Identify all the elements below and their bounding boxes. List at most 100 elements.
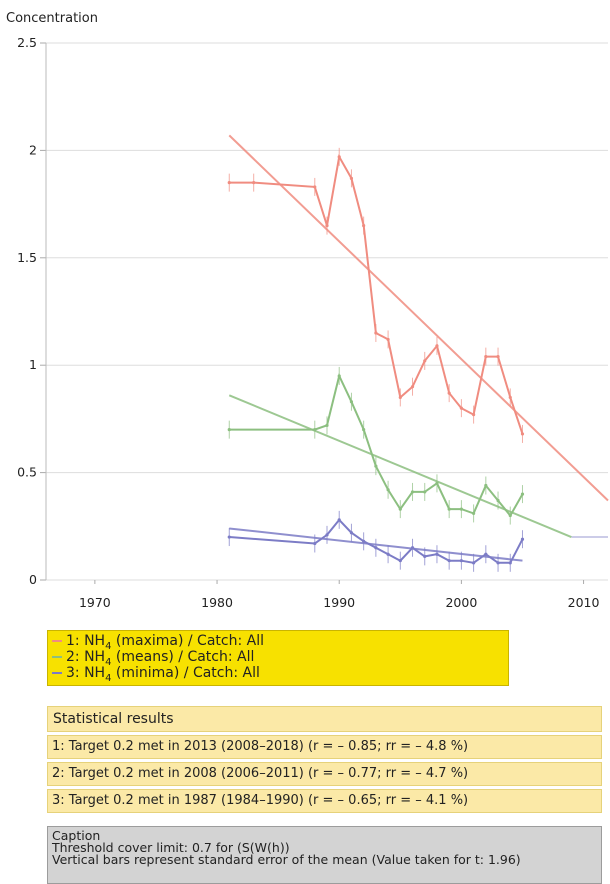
data-point bbox=[496, 355, 500, 359]
data-point bbox=[337, 155, 341, 159]
statistical-results-title: Statistical results bbox=[47, 706, 602, 732]
data-point bbox=[313, 541, 317, 546]
data-point bbox=[520, 432, 525, 436]
legend-label-rest: (maxima) / Catch: All bbox=[111, 633, 264, 649]
data-point bbox=[520, 492, 525, 496]
data-point bbox=[423, 359, 427, 363]
data-point bbox=[435, 344, 439, 348]
data-point bbox=[472, 561, 476, 565]
data-point bbox=[349, 176, 354, 180]
data-point bbox=[398, 395, 402, 400]
data-point bbox=[410, 385, 415, 389]
data-point bbox=[227, 535, 231, 539]
stats-row: 1: Target 0.2 met in 2013 (2008–2018) (r… bbox=[47, 735, 602, 759]
legend-item[interactable]: 3: NH4 (minima) / Catch: All bbox=[52, 665, 508, 684]
data-point bbox=[459, 507, 463, 511]
legend-subscript: 4 bbox=[105, 672, 112, 684]
data-point bbox=[252, 181, 256, 185]
y-tick-label: 2 bbox=[29, 142, 37, 157]
data-point bbox=[325, 223, 329, 228]
legend-label: 3: NH bbox=[66, 665, 106, 681]
data-point bbox=[423, 490, 427, 494]
data-point bbox=[484, 552, 488, 556]
trend-line bbox=[228, 134, 609, 502]
legend-subscript: 4 bbox=[105, 656, 112, 668]
data-point bbox=[386, 488, 390, 492]
data-point bbox=[459, 406, 463, 410]
data-point bbox=[447, 391, 451, 395]
data-point bbox=[472, 413, 476, 417]
statistical-results: Statistical results 1: Target 0.2 met in… bbox=[47, 706, 602, 813]
data-point bbox=[520, 537, 525, 541]
caption-line: Vertical bars represent standard error o… bbox=[52, 852, 521, 867]
y-tick-label: 2.5 bbox=[17, 35, 37, 50]
grid-lines bbox=[46, 42, 608, 581]
data-point bbox=[227, 181, 231, 185]
data-point bbox=[496, 561, 500, 565]
caption-title: Caption bbox=[52, 828, 101, 843]
data-point bbox=[386, 337, 390, 342]
data-point bbox=[374, 546, 378, 550]
data-point bbox=[362, 428, 366, 432]
x-tick-label: 2000 bbox=[445, 595, 477, 610]
legend-swatch bbox=[52, 672, 62, 674]
data-point bbox=[337, 518, 341, 522]
legend-item[interactable]: 1: NH4 (maxima) / Catch: All bbox=[52, 633, 508, 652]
data-point bbox=[374, 331, 378, 335]
data-point bbox=[349, 531, 354, 535]
legend-label: 2: NH bbox=[66, 649, 106, 665]
data-point bbox=[410, 546, 415, 550]
data-point bbox=[349, 400, 354, 404]
y-axis-label: Concentration bbox=[6, 11, 98, 26]
legend-label: 1: NH bbox=[66, 633, 106, 649]
y-tick-label: 0.5 bbox=[17, 465, 37, 480]
data-point bbox=[325, 533, 329, 537]
data-point bbox=[325, 423, 329, 427]
caption-box: Caption Threshold cover limit: 0.7 for (… bbox=[47, 826, 602, 884]
chart: 0 0.5 1 1.5 2 2.5 1970 1980 1990 2000 2010 Concent… bbox=[6, 11, 609, 610]
data-point bbox=[435, 481, 439, 485]
x-tick-label: 2010 bbox=[568, 595, 600, 610]
data-point bbox=[313, 428, 317, 432]
legend: 1: NH4 (maxima) / Catch: All 2: NH4 (mea… bbox=[47, 630, 509, 686]
data-point bbox=[484, 355, 488, 359]
legend-swatch bbox=[52, 656, 62, 658]
data-point bbox=[374, 464, 378, 468]
legend-swatch bbox=[52, 640, 62, 642]
data-point bbox=[313, 185, 317, 189]
x-tick-label: 1970 bbox=[79, 595, 111, 610]
tick-labels: 0 0.5 1 1.5 2 2.5 1970 1980 1990 2000 2010 bbox=[17, 35, 599, 610]
data-point bbox=[386, 552, 390, 556]
y-tick-label: 1 bbox=[29, 357, 37, 372]
data-point bbox=[484, 483, 488, 488]
data-point bbox=[496, 498, 500, 503]
data-point bbox=[398, 507, 402, 511]
x-tick-label: 1990 bbox=[323, 595, 355, 610]
data-point bbox=[362, 223, 366, 228]
trend-lines bbox=[228, 134, 609, 562]
data-point bbox=[447, 559, 451, 563]
legend-subscript: 4 bbox=[105, 640, 112, 652]
y-tick-label: 1.5 bbox=[17, 250, 37, 265]
data-point bbox=[508, 395, 512, 400]
data-point bbox=[337, 374, 341, 378]
data-point bbox=[423, 554, 427, 558]
x-tick-label: 1980 bbox=[201, 595, 233, 610]
data-point bbox=[362, 539, 366, 543]
data-point bbox=[508, 513, 512, 518]
series-line bbox=[229, 372, 524, 518]
stats-row: 2: Target 0.2 met in 2008 (2006–2011) (r… bbox=[47, 762, 602, 786]
data-point bbox=[472, 511, 476, 516]
trend-line bbox=[228, 394, 572, 538]
data-point bbox=[447, 507, 451, 511]
legend-item[interactable]: 2: NH4 (means) / Catch: All bbox=[52, 649, 508, 668]
axes bbox=[40, 42, 585, 584]
stats-row: 3: Target 0.2 met in 1987 (1984–1990) (r… bbox=[47, 789, 602, 813]
data-point bbox=[435, 552, 439, 556]
data-point bbox=[227, 428, 231, 432]
data-point bbox=[410, 490, 415, 494]
series-lines bbox=[227, 147, 525, 572]
series-line bbox=[229, 153, 524, 435]
data-point bbox=[398, 559, 402, 563]
legend-label-rest: (means) / Catch: All bbox=[111, 649, 255, 665]
